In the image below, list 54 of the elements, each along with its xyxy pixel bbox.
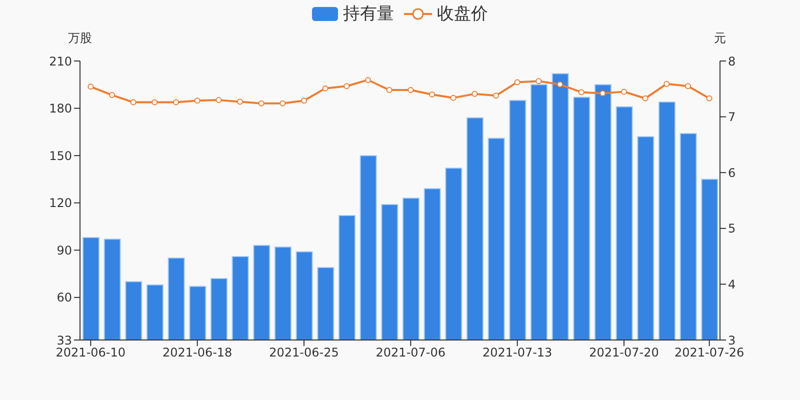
point (365, 76, 371, 83)
point (344, 83, 350, 90)
point (194, 98, 200, 104)
point (429, 91, 435, 98)
y2-tick-label: 3 (728, 333, 736, 348)
point (152, 99, 158, 106)
x-tick-label: 2021-07-06 (376, 346, 446, 360)
y-axis-title: 万股 (68, 30, 92, 47)
x-tick-label: 2021-07-26 (674, 346, 744, 360)
y2-tick-label: 8 (728, 54, 736, 68)
x-tick-label: 2021-07-20 (589, 346, 659, 360)
point (450, 94, 456, 101)
y2-tick-label: 6 (728, 166, 736, 180)
point (386, 87, 392, 94)
y-tick-label: 150 (49, 148, 72, 163)
point (514, 79, 520, 86)
point (557, 81, 563, 88)
point (258, 100, 264, 106)
y2-axis-title: 元 (714, 30, 726, 47)
point (536, 78, 542, 84)
point (109, 92, 115, 98)
point (173, 99, 179, 106)
point (322, 85, 328, 92)
point (706, 95, 712, 102)
point (301, 98, 307, 104)
x-tick-label: 2021-07-13 (482, 346, 552, 360)
y2-tick-label: 5 (728, 222, 736, 236)
y2-tick-label: 4 (728, 277, 736, 292)
point (216, 97, 222, 104)
y-tick-label: 120 (49, 196, 72, 210)
legend-label: 收盘价 (436, 3, 488, 25)
y-tick-label: 210 (49, 54, 72, 68)
point (130, 99, 136, 106)
point (237, 98, 243, 105)
point (88, 84, 94, 90)
point (600, 90, 606, 96)
legend-label: 持有量 (342, 3, 394, 25)
y-tick-label: 90 (56, 243, 72, 258)
point (685, 83, 691, 90)
x-tick-label: 2021-06-25 (269, 346, 339, 360)
point (642, 95, 648, 102)
point (472, 90, 478, 97)
point (664, 80, 670, 87)
y-tick-label: 180 (49, 102, 72, 116)
point (493, 92, 499, 99)
y2-tick-label: 7 (728, 110, 736, 124)
point (578, 89, 584, 96)
y-tick-label: 60 (56, 290, 72, 305)
x-tick-label: 2021-06-10 (56, 346, 126, 360)
point (621, 88, 627, 95)
point (280, 100, 286, 106)
x-tick-label: 2021-06-18 (162, 346, 232, 360)
point (408, 87, 414, 94)
y-tick-label: 33 (56, 333, 72, 348)
